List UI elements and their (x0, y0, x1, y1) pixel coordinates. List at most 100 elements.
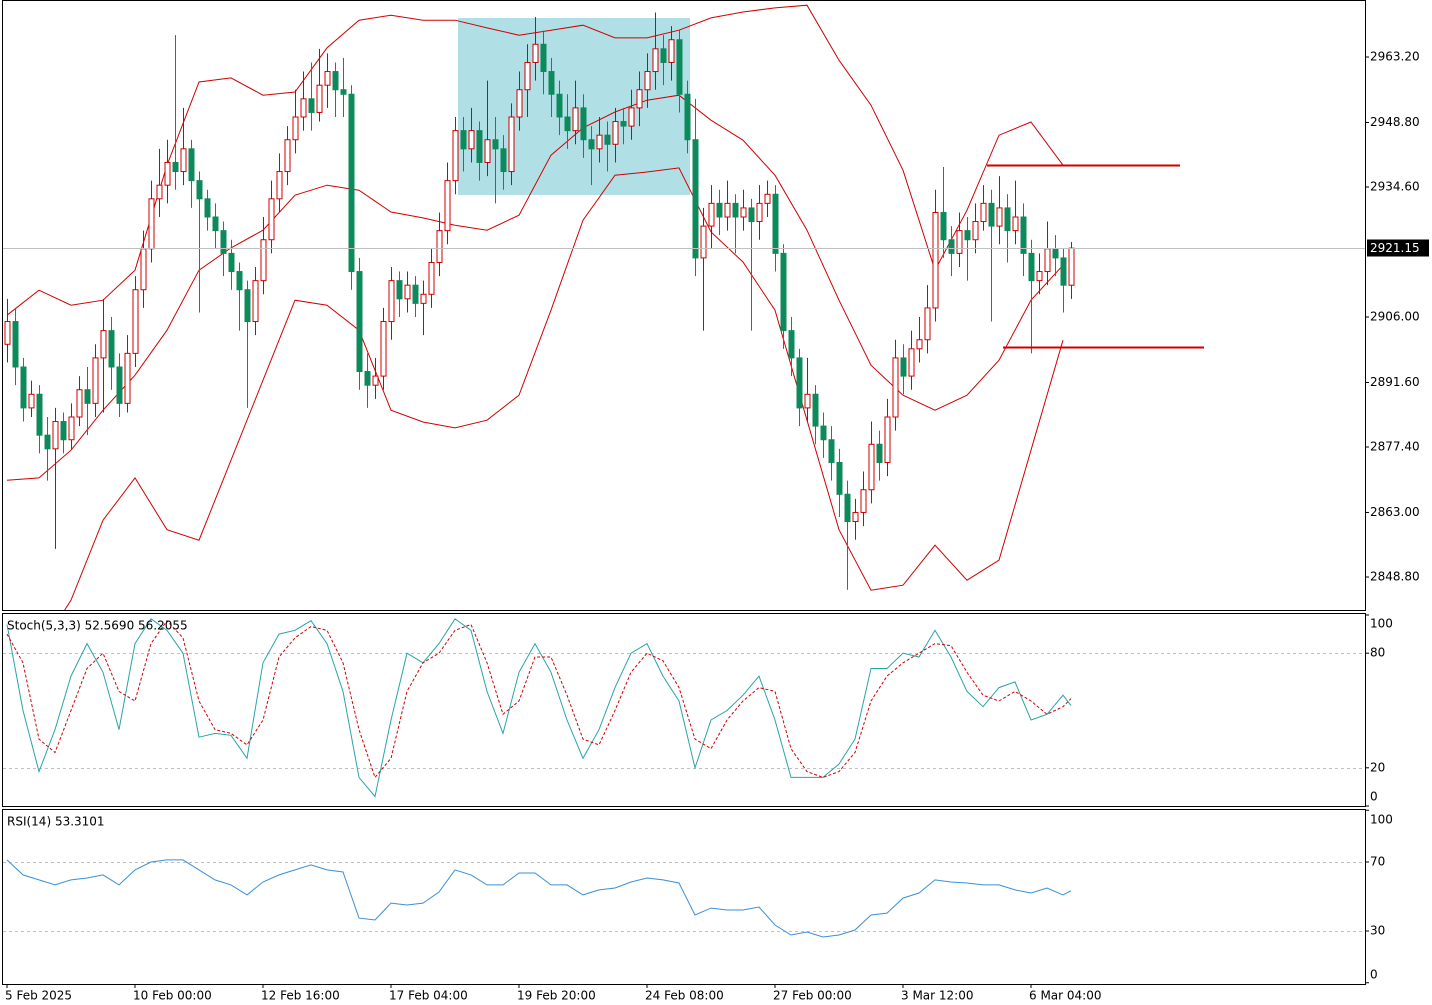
bollinger-middle (6, 94, 1064, 481)
candle-body (252, 280, 259, 323)
candle-body (1012, 216, 1019, 232)
candle-body (564, 116, 571, 132)
candle-body (820, 425, 827, 441)
candle-body (892, 357, 899, 418)
candle-body (756, 202, 763, 223)
candle-body (452, 130, 459, 182)
y-tick-label: 2963.20 (1370, 50, 1420, 64)
candle-body (884, 416, 891, 463)
candle-body (540, 43, 547, 73)
candle-body (292, 116, 299, 141)
candle-body (324, 71, 331, 86)
candle-body (548, 71, 555, 95)
candle-body (196, 180, 203, 200)
candle-body (924, 307, 931, 341)
candle-body (44, 434, 51, 450)
candle-body (516, 89, 523, 118)
candle-body (4, 321, 11, 345)
candle-body (900, 357, 907, 377)
candle-body (628, 107, 635, 127)
candle-body (916, 339, 923, 350)
candle-body (340, 89, 347, 95)
candle-body (108, 330, 115, 368)
candle-body (676, 39, 683, 95)
candle-body (428, 261, 435, 295)
x-tick-label: 27 Feb 00:00 (773, 989, 852, 1003)
candle-body (436, 230, 443, 263)
candle-body (244, 289, 251, 323)
candle-body (796, 357, 803, 409)
candle-body (740, 207, 747, 218)
candle-body (668, 39, 675, 63)
candle-body (348, 93, 355, 273)
candle-body (948, 239, 955, 254)
candle-body (388, 280, 395, 323)
candle-body (1020, 216, 1027, 254)
candle-body (212, 216, 219, 232)
y-tick-label: 2877.40 (1370, 440, 1420, 454)
candle-body (572, 107, 579, 132)
candle-body (484, 139, 491, 163)
candle-body (124, 352, 131, 404)
y-tick-label: 2934.60 (1370, 180, 1420, 194)
x-tick-label: 17 Feb 04:00 (389, 989, 468, 1003)
x-tick-label: 24 Feb 08:00 (645, 989, 724, 1003)
candle-body (156, 184, 163, 200)
candle-body (772, 193, 779, 254)
candle-body (636, 89, 643, 109)
candle-body (956, 230, 963, 254)
candle-body (964, 230, 971, 241)
candle-body (500, 148, 507, 173)
rsi-frame (2, 809, 1366, 985)
candle-body (716, 202, 723, 218)
candle-body (532, 43, 539, 63)
candle-body (380, 321, 387, 377)
y-tick-label: 100 (1370, 813, 1393, 827)
candle-body (1004, 207, 1011, 232)
highlight-rectangle (458, 18, 690, 195)
candle-body (1028, 252, 1035, 282)
bollinger-lower (64, 167, 1064, 610)
candle-body (300, 98, 307, 118)
candle-body (372, 375, 379, 386)
candle-body (836, 461, 843, 495)
candle-body (220, 230, 227, 254)
candle-body (116, 366, 123, 404)
candle-body (980, 202, 987, 223)
candle-body (644, 71, 651, 91)
candle-body (12, 321, 19, 368)
candle-body (332, 71, 339, 91)
candle-body (84, 389, 91, 404)
candle-body (412, 284, 419, 304)
candle-body (940, 211, 947, 241)
x-tick-label: 19 Feb 20:00 (517, 989, 596, 1003)
candle-body (76, 389, 83, 418)
candle-body (780, 252, 787, 332)
candle-body (596, 134, 603, 150)
candle-body (100, 330, 107, 359)
price-panel (3, 4, 1365, 610)
y-tick-label: 0 (1370, 968, 1378, 982)
stochastic-title: Stoch(5,3,3) 52.5690 56.2055 (7, 619, 188, 633)
candle-body (604, 134, 611, 145)
candle-body (508, 116, 515, 173)
candle-body (524, 61, 531, 91)
candle-body (356, 271, 363, 373)
y-tick-label: 30 (1370, 924, 1385, 938)
y-tick-label: 2891.60 (1370, 375, 1420, 389)
candle-body (556, 93, 563, 118)
candle-body (812, 393, 819, 427)
stochastic-panel (3, 618, 1365, 798)
candle-body (468, 130, 475, 150)
candle-body (684, 93, 691, 141)
candle-body (20, 366, 27, 409)
candle-body (652, 48, 659, 73)
candle-body (316, 84, 323, 113)
candle-body (732, 202, 739, 218)
y-tick-label: 70 (1370, 855, 1385, 869)
candle-body (132, 289, 139, 354)
candle-body (580, 107, 587, 141)
candle-body (764, 193, 771, 204)
candle-body (364, 371, 371, 386)
